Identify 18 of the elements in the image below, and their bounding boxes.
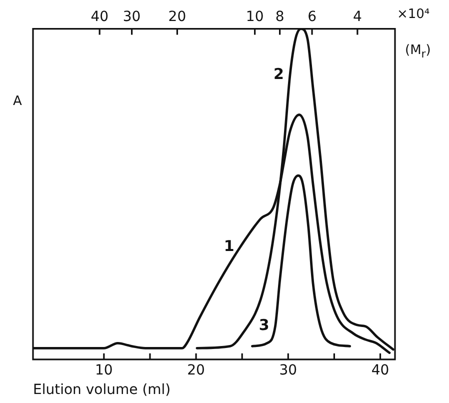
- x-axis-title: Elution volume (ml): [33, 382, 171, 398]
- text: (M$_{r}$): [405, 42, 431, 60]
- y-axis-title: A: [13, 94, 22, 109]
- x2-tick-label: 4: [352, 9, 362, 26]
- x-tick-label: 30: [279, 362, 298, 378]
- series-label: 3: [258, 316, 270, 334]
- x-tick-label: 10: [95, 362, 113, 378]
- x2-tick-label: 6: [308, 9, 317, 26]
- x2-tick-label: 10: [246, 9, 264, 26]
- x-tick-label: 20: [187, 362, 205, 378]
- x2-tick-label: 40: [90, 9, 109, 26]
- text: ×10⁴: [397, 6, 430, 22]
- x2-tick-label: 8: [275, 9, 284, 26]
- x2-tick-label: 30: [122, 9, 141, 26]
- x-tick-label: 40: [371, 362, 390, 378]
- series-label: 2: [274, 64, 284, 83]
- x2-tick-label: 20: [168, 9, 186, 26]
- series-label: 1: [224, 236, 234, 255]
